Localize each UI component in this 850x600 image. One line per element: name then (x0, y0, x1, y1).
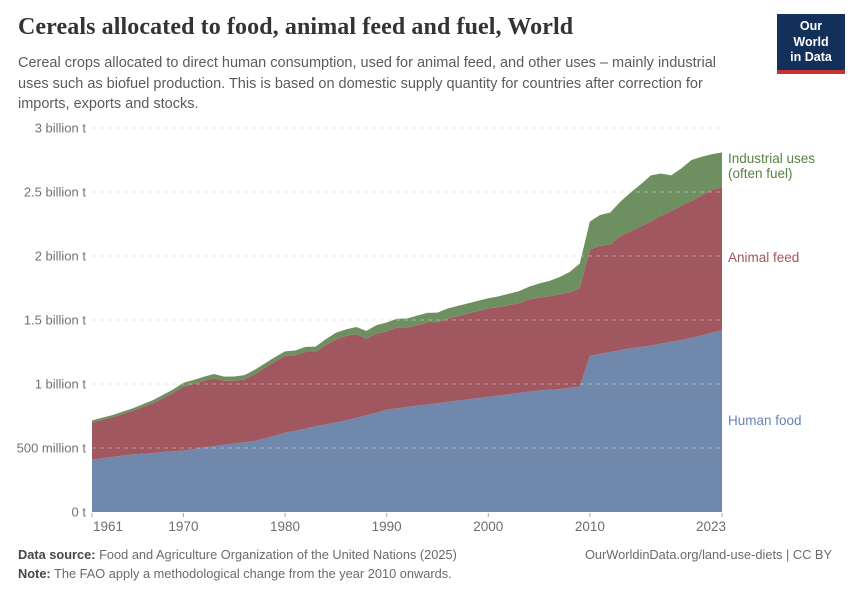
area-industrial-uses-often-fuel[interactable] (92, 152, 722, 423)
data-source-line: Data source: Food and Agriculture Organi… (18, 545, 457, 564)
y-axis-label: 3 billion t (35, 121, 87, 136)
logo-red-bar (777, 69, 845, 74)
data-source-text: Food and Agriculture Organization of the… (99, 547, 457, 562)
owid-logo[interactable]: Our World in Data (777, 14, 845, 74)
x-axis-label: 2010 (575, 519, 605, 534)
data-source-label: Data source: (18, 547, 96, 562)
chart-footer: Data source: Food and Agriculture Organi… (18, 545, 832, 584)
citation-link[interactable]: OurWorldinData.org/land-use-diets | CC B… (584, 547, 832, 562)
y-axis-label: 1.5 billion t (24, 313, 87, 328)
legend-item-industrial-uses[interactable]: Industrial uses (often fuel) (728, 151, 816, 181)
x-axis-label: 2000 (473, 519, 503, 534)
y-axis-label: 2.5 billion t (24, 185, 87, 200)
page-title: Cereals allocated to food, animal feed a… (18, 14, 574, 40)
y-axis-label: 500 million t (17, 441, 87, 456)
note-text: The FAO apply a methodological change fr… (54, 566, 452, 581)
chart-area: 0 t 500 million t 1 billion t 1.5 billion t… (0, 112, 850, 542)
chart-subtitle: Cereal crops allocated to direct human c… (18, 55, 716, 112)
owid-logo-text: Our World in Data (777, 14, 845, 70)
x-axis-label: 1961 (93, 519, 123, 534)
area-animal-feed[interactable] (92, 186, 722, 460)
legend-item-animal-feed[interactable]: Animal feed (728, 250, 800, 265)
y-axis-label: 1 billion t (35, 377, 87, 392)
area-human-food[interactable] (92, 330, 722, 512)
x-axis-label: 1980 (270, 519, 300, 534)
chart-svg[interactable]: 0 t 500 million t 1 billion t 1.5 billion t… (0, 112, 850, 542)
legend-item-human-food[interactable]: Human food (728, 413, 802, 428)
y-axis-label: 2 billion t (35, 249, 87, 264)
note-line: Note: The FAO apply a methodological cha… (18, 564, 832, 584)
x-axis-label: 1970 (168, 519, 198, 534)
y-axis-label: 0 t (72, 505, 87, 520)
x-axis-label: 2023 (696, 519, 726, 534)
x-axis-label: 1990 (372, 519, 402, 534)
note-label: Note: (18, 566, 51, 581)
